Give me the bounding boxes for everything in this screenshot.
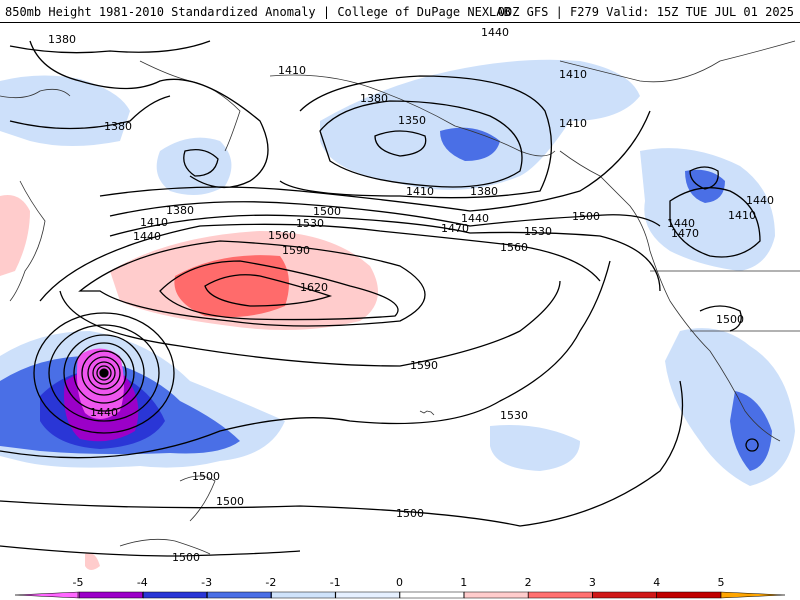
contour-label: 1620 [300, 281, 328, 294]
contour-label: 1440 [746, 194, 774, 207]
contour-label: 1440 [667, 217, 695, 230]
contour-label: 1350 [398, 114, 426, 127]
contour-label: 1500 [172, 551, 200, 564]
colorbar-segment [335, 591, 401, 599]
anomaly-red [174, 255, 289, 318]
contour-label: 1440 [133, 230, 161, 243]
colorbar-tick-label: 4 [653, 576, 660, 589]
colorbar-tick-label: 5 [718, 576, 725, 589]
colorbar-tick-label: 1 [460, 576, 467, 589]
map-header: 850mb Height 1981-2010 Standardized Anom… [0, 0, 800, 22]
contour-label: 1500 [572, 210, 600, 223]
colorbar-segment [592, 591, 657, 599]
contour-label: 1500 [192, 470, 220, 483]
contour-label: 1530 [500, 409, 528, 422]
model-run-info: 00Z GFS | F279 Valid: 15Z TUE JUL 01 202… [497, 5, 794, 19]
colorbar-tick-label: 2 [525, 576, 532, 589]
colorbar-tick-label: -4 [137, 576, 148, 589]
contour-label: 1500 [216, 495, 244, 508]
height-contours [0, 40, 761, 557]
contour-label: 1380 [360, 92, 388, 105]
contour-label: 1530 [296, 217, 324, 230]
contour-label: 1530 [524, 225, 552, 238]
contour-label: 1440 [90, 406, 118, 419]
contour-label: 1470 [441, 222, 469, 235]
contour-label: 1500 [396, 507, 424, 520]
contour-label: 1440 [461, 212, 489, 225]
colorbar-tick-label: -5 [73, 576, 84, 589]
contour-label: 1380 [166, 204, 194, 217]
anomaly-fills [0, 59, 795, 570]
contour-label: 1380 [48, 33, 76, 46]
colorbar-segment [207, 591, 272, 599]
contour-label: 1410 [278, 64, 306, 77]
anomaly-light-red-south [85, 552, 100, 570]
contour-label: 1410 [140, 216, 168, 229]
colorbar-tick-label: 3 [589, 576, 596, 589]
anomaly-blue-alaska-gulf [320, 59, 640, 190]
colorbar-tick-label: -3 [201, 576, 212, 589]
anomaly-light-red-japan [0, 195, 30, 276]
contour-label: 1470 [671, 227, 699, 240]
contour-label: 1560 [268, 229, 296, 242]
anomaly-mid-blue-nw [685, 169, 725, 203]
contour-label: 1410 [406, 185, 434, 198]
contour-label-layer: 1380 1380 1380 1380 1380 1350 1410 1410 … [48, 26, 774, 564]
contour-label: 1500 [313, 205, 341, 218]
contour-label: 1380 [470, 185, 498, 198]
colorbar-tick-label: -1 [330, 576, 341, 589]
contour-label: 1440 [481, 26, 509, 39]
colorbar-segment [656, 591, 722, 599]
colorbar-tick-label: -2 [265, 576, 276, 589]
anomaly-blue-se-spot [490, 425, 580, 471]
colorbar-tick-label: 0 [396, 576, 403, 589]
contour-label: 1590 [282, 244, 310, 257]
anomaly-blue-pacific-nw [640, 148, 775, 271]
contour-label: 1410 [728, 209, 756, 222]
colorbar-segment [271, 591, 337, 599]
anomaly-map: 1380 1380 1380 1380 1380 1350 1410 1410 … [0, 22, 800, 576]
contour-label: 1560 [500, 241, 528, 254]
colorbar-segment [399, 591, 465, 599]
anomaly-colorbar: -5 -4 -3 -2 -1 0 1 2 3 4 5 [0, 574, 800, 600]
contour-label: 1410 [559, 117, 587, 130]
colorbar-segment [78, 591, 144, 599]
colorbar-segment [463, 591, 529, 599]
anomaly-blue-west-pacific [0, 75, 130, 146]
contour-label: 1590 [410, 359, 438, 372]
colorbar-segment [528, 591, 593, 599]
contour-label: 1410 [559, 68, 587, 81]
anomaly-blue-bering [156, 137, 232, 195]
colorbar-left-extension [14, 591, 80, 599]
colorbar-strip: -5 -4 -3 -2 -1 0 1 2 3 4 5 [14, 576, 786, 599]
anomaly-blue-baja [665, 328, 795, 486]
contour-label: 1380 [104, 120, 132, 133]
map-title: 850mb Height 1981-2010 Standardized Anom… [5, 5, 511, 19]
contour-label: 1500 [716, 313, 744, 326]
anomaly-mid-blue-baja [730, 391, 772, 471]
colorbar-right-extension [720, 591, 786, 599]
colorbar-segment [143, 591, 208, 599]
